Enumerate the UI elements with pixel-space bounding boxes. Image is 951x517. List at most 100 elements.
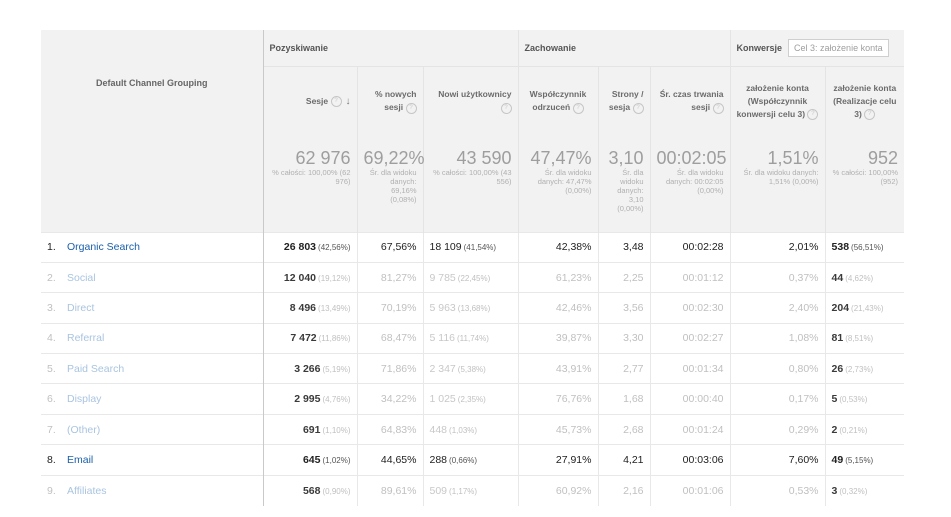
channel-link[interactable]: Email (67, 453, 94, 466)
total-sub: Śr. dla widoku danych: 00:02:05 (0,00%) (665, 168, 724, 195)
metric-header-row: Sesje ? ↓% nowych sesji ? Nowi użytkownicy… (41, 65, 905, 136)
new-users-value: 1 025 (429, 393, 456, 406)
dimension-header[interactable]: Default Channel Grouping (41, 30, 263, 136)
completions-value: 26 (831, 362, 844, 375)
completions-pct: (56,51%) (851, 243, 884, 253)
total-cell-5: 3,10 Śr. dla widoku danych: 3,10 (0,00%) (597, 136, 650, 232)
table-row: 1. Organic Search 26 803 (42,56%) 67,56% 18 1… (41, 231, 905, 263)
pages-per-session-cell: 3,56 (597, 292, 650, 324)
conversion-rate-cell: 0,80% (729, 353, 826, 384)
new-users-cell: 288 (0,66%) (422, 444, 518, 476)
new-sessions-cell: 89,61% (356, 474, 423, 506)
bounce-rate-cell: 42,46% (517, 292, 598, 324)
help-icon[interactable]: ? (712, 102, 724, 114)
goal-select[interactable]: Cel 3: założenie konta (788, 38, 889, 57)
column-header-label: Nowi użytkownicy (438, 89, 512, 100)
column-header-6[interactable]: Śr. czas trwania sesji ? (649, 65, 731, 136)
total-sub: % całości: 100,00% (43 556) (433, 168, 512, 186)
conversion-rate-cell: 2,40% (729, 292, 826, 324)
row-index: 2. (47, 271, 56, 284)
conversion-rate-cell: 7,60% (729, 444, 826, 476)
table-row: 3. Direct 8 496 (13,49%) 70,19% 5 963 (13,68%)… (41, 292, 905, 324)
row-index: 9. (47, 484, 56, 497)
bounce-rate-cell: 61,23% (517, 261, 598, 293)
total-value: 43 590 (456, 148, 512, 168)
completions-pct: (0,21%) (839, 425, 868, 435)
column-header-7[interactable]: założenie konta (Współczynnik konwersji … (729, 65, 826, 136)
column-header-1[interactable]: Sesje ? ↓ (262, 65, 357, 136)
channel-cell: 4. Referral (41, 322, 263, 354)
sessions-pct: (5,19%) (322, 364, 351, 374)
channel-link[interactable]: Direct (67, 301, 95, 314)
bounce-rate-cell: 39,87% (517, 322, 598, 354)
help-icon[interactable]: ? (405, 102, 417, 114)
column-header-5[interactable]: Strony / sesja ? (597, 65, 650, 136)
help-icon[interactable]: ? (807, 109, 819, 120)
completions-cell: 3 (0,32%) (824, 474, 905, 506)
totals-row: 62 976% całości: 100,00% (62 976) 69,22% Ś… (41, 136, 905, 232)
help-icon[interactable]: ? (330, 96, 342, 107)
column-header-8[interactable]: założenie konta (Realizacje celu 3) ? (824, 65, 905, 136)
channel-link[interactable]: Social (67, 271, 96, 284)
conversion-rate-cell: 2,01% (729, 231, 826, 263)
channel-cell: 3. Direct (41, 292, 263, 324)
channel-link[interactable]: Affiliates (67, 484, 107, 497)
total-cell-7: 1,51% Śr. dla widoku danych: 1,51% (0,00%… (729, 136, 826, 232)
channel-cell: 1. Organic Search (41, 231, 263, 263)
channel-cell: 7. (Other) (41, 413, 263, 445)
new-sessions-cell: 44,65% (356, 444, 423, 476)
column-header-4[interactable]: Współczynnik odrzuceń ? (517, 65, 598, 136)
new-users-pct: (22,45%) (457, 273, 491, 283)
completions-value: 538 (831, 241, 850, 254)
table-row: 9. Affiliates 568 (0,90%) 89,61% 509 (1,17%) 60… (41, 474, 905, 506)
completions-value: 81 (831, 332, 844, 345)
help-icon[interactable]: ? (632, 102, 644, 114)
completions-cell: 538 (56,51%) (824, 231, 905, 263)
total-cell-6: 00:02:05 Śr. dla widoku danych: 00:02:05 … (649, 136, 731, 232)
sessions-cell: 645 (1,02%) (262, 444, 357, 476)
completions-value: 204 (831, 301, 850, 314)
completions-value: 2 (831, 423, 838, 436)
completions-pct: (8,51%) (845, 334, 874, 344)
sessions-pct: (1,10%) (322, 425, 351, 435)
total-value: 00:02:05 (656, 148, 727, 168)
sessions-cell: 7 472 (11,86%) (262, 322, 357, 354)
new-users-value: 5 116 (429, 332, 456, 345)
channel-cell: 2. Social (41, 261, 263, 293)
sessions-cell: 568 (0,90%) (262, 474, 357, 506)
completions-pct: (5,15%) (845, 455, 874, 465)
avg-duration-cell: 00:02:28 (649, 231, 731, 263)
column-header-2[interactable]: % nowych sesji ? (356, 65, 423, 136)
completions-pct: (2,73%) (845, 364, 874, 374)
channel-link[interactable]: Display (67, 393, 102, 406)
new-users-pct: (1,17%) (449, 486, 478, 496)
column-header-3[interactable]: Nowi użytkownicy ? (422, 65, 518, 136)
new-users-cell: 1 025 (2,35%) (422, 383, 518, 415)
arrow-down-icon[interactable]: ↓ (345, 95, 351, 107)
conversion-rate-cell: 1,08% (729, 322, 826, 354)
total-value: 69,22% (363, 148, 425, 168)
pages-per-session-cell: 3,48 (597, 231, 650, 263)
completions-cell: 26 (2,73%) (824, 353, 905, 384)
help-icon[interactable]: ? (572, 102, 584, 114)
channel-link[interactable]: Referral (67, 332, 105, 345)
row-index: 4. (47, 332, 56, 345)
new-sessions-cell: 34,22% (356, 383, 423, 415)
channel-link[interactable]: (Other) (67, 423, 101, 436)
group-acquisition: Pozyskiwanie (262, 30, 518, 66)
help-icon[interactable]: ? (500, 102, 512, 114)
sessions-value: 7 472 (290, 332, 317, 345)
help-icon[interactable]: ? (864, 109, 876, 120)
total-value: 3,10 (608, 148, 644, 168)
column-header-label: Sesje (305, 95, 329, 106)
sessions-value: 3 266 (294, 362, 321, 375)
group-header-row: Default Channel Grouping Pozyskiwanie Za… (41, 30, 905, 136)
column-header-label: Śr. czas trwania sesji (659, 89, 724, 113)
channel-link[interactable]: Paid Search (67, 362, 125, 375)
conversion-rate-cell: 0,53% (729, 474, 826, 506)
sessions-pct: (19,12%) (318, 273, 351, 283)
column-header-label: założenie konta (Współczynnik konwersji … (736, 82, 809, 119)
completions-value: 49 (831, 453, 844, 466)
row-index: 1. (47, 241, 56, 254)
channel-link[interactable]: Organic Search (67, 241, 140, 254)
